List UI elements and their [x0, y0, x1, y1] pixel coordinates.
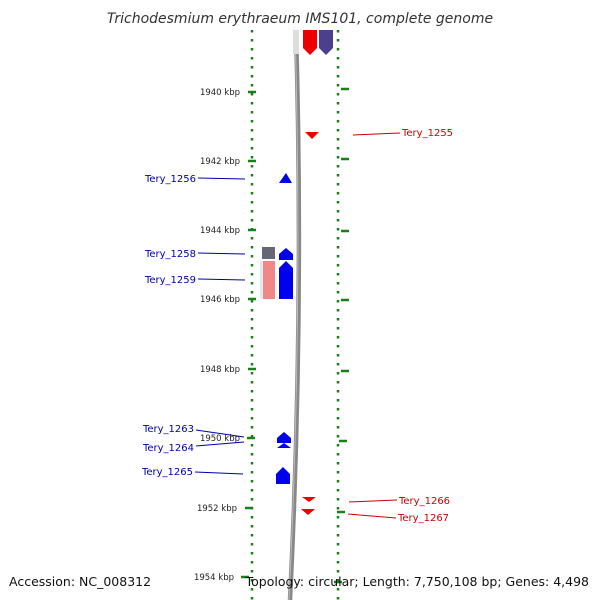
gene-tery-1259[interactable]	[279, 261, 293, 299]
topology-text: Topology: circular; Length: 7,750,108 bp…	[245, 574, 589, 589]
ruler-label-1952: 1952 kbp	[197, 504, 237, 514]
leader-tery-1265	[194, 471, 244, 475]
accession-text: Accession: NC_008312	[9, 574, 151, 589]
leader-tery-1264	[195, 441, 245, 447]
map-title: Trichodesmium erythraeum IMS101, complet…	[107, 11, 493, 27]
label-tery-1256[interactable]: Tery_1256	[144, 174, 196, 185]
ruler-label-1954: 1954 kbp	[194, 573, 234, 583]
label-tery-1255[interactable]: Tery_1255	[401, 128, 453, 139]
genome-backbone	[287, 29, 302, 600]
genome-backbone-highlight	[288, 29, 299, 600]
label-tery-1264[interactable]: Tery_1264	[142, 443, 194, 454]
leader-tery-1256	[197, 177, 246, 180]
label-tery-1267[interactable]: Tery_1267	[397, 513, 449, 524]
label-tery-1265[interactable]: Tery_1265	[141, 467, 193, 478]
label-tery-1259[interactable]: Tery_1259	[144, 275, 196, 286]
gene-tery-1255[interactable]	[305, 132, 319, 139]
gene-tery-1259-edge	[260, 261, 263, 299]
gene-top-purple[interactable]	[319, 30, 333, 55]
ruler-label-1940: 1940 kbp	[200, 88, 240, 98]
leader-tery-1263	[195, 429, 245, 438]
ruler-label-1948: 1948 kbp	[200, 365, 240, 375]
gene-tery-1259-pseudo[interactable]	[262, 261, 275, 299]
gene-tery-1266[interactable]	[302, 497, 316, 502]
right-major-ticks	[334, 87, 349, 584]
gene-tery-1263[interactable]	[277, 432, 291, 443]
leader-tery-1258	[197, 252, 246, 255]
gene-tery-1256[interactable]	[279, 173, 292, 183]
gene-tery-1265[interactable]	[276, 467, 290, 484]
label-tery-1266[interactable]: Tery_1266	[398, 496, 450, 507]
label-tery-1263[interactable]: Tery_1263	[142, 424, 194, 435]
left-major-ticks	[241, 90, 256, 579]
ruler-label-1946: 1946 kbp	[200, 295, 240, 305]
gene-tery-1267[interactable]	[301, 509, 315, 515]
leader-tery-1266	[348, 499, 398, 503]
gene-tery-1258-block[interactable]	[262, 247, 275, 259]
leader-tery-1255	[352, 132, 401, 136]
ruler-label-1944: 1944 kbp	[200, 226, 240, 236]
leader-tery-1267	[347, 513, 397, 519]
ruler-label-1942: 1942 kbp	[200, 157, 240, 167]
gene-tery-1264[interactable]	[277, 443, 291, 448]
leader-tery-1259	[197, 278, 246, 281]
label-tery-1258[interactable]: Tery_1258	[144, 249, 196, 260]
gene-tery-1258[interactable]	[279, 248, 293, 260]
gene-top-red[interactable]	[303, 30, 317, 55]
ruler-label-1950: 1950 kbp	[200, 434, 240, 444]
gene-top-gray[interactable]	[293, 30, 299, 54]
